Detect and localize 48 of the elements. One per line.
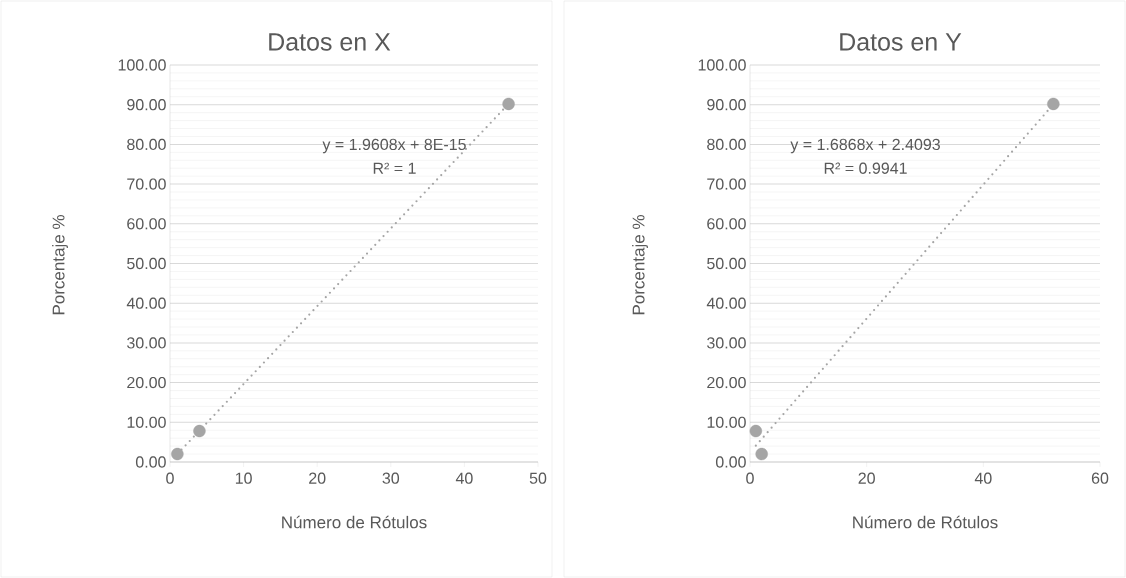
point bbox=[171, 447, 184, 461]
point bbox=[1047, 97, 1060, 111]
annotation: y = 1.6868x + 2.4093 bbox=[790, 138, 940, 154]
y-tick-label: 90.00 bbox=[707, 99, 746, 111]
y-axis-title: Porcentaje % bbox=[632, 215, 648, 315]
y-tick-label: 10.00 bbox=[707, 416, 746, 428]
y-tick-label: 0.00 bbox=[135, 456, 166, 468]
y-tick-label: 60.00 bbox=[707, 218, 746, 230]
y-tick-label: 100.00 bbox=[118, 59, 166, 71]
chart-title: Datos en Y bbox=[840, 33, 962, 51]
x-tick-label: 50 bbox=[529, 472, 547, 484]
y-tick-label: 70.00 bbox=[707, 178, 746, 190]
chart-title: Datos en X bbox=[269, 33, 391, 51]
y-tick-label: 80.00 bbox=[127, 138, 166, 151]
annotation: R² = 0.9941 bbox=[824, 162, 907, 174]
y-tick-label: 40.00 bbox=[706, 297, 746, 309]
y-tick-label: 0.00 bbox=[715, 456, 746, 468]
y-tick-label: 50.00 bbox=[707, 257, 746, 270]
point bbox=[502, 97, 515, 111]
x-tick-label: 40 bbox=[455, 472, 473, 484]
point bbox=[749, 424, 763, 438]
y-tick-label: 20.00 bbox=[127, 376, 166, 389]
x-tick-label: 0 bbox=[166, 472, 174, 484]
x-tick-label: 40 bbox=[974, 472, 992, 484]
y-tick-label: 20.00 bbox=[707, 376, 746, 389]
y-axis-title: Porcentaje % bbox=[52, 215, 68, 315]
y-tick-label: 60.00 bbox=[127, 218, 166, 230]
x-tick-label: 20 bbox=[309, 472, 326, 484]
point bbox=[193, 424, 206, 438]
y-tick-label: 80.00 bbox=[707, 138, 746, 151]
x-axis-title: Número de Rótulos bbox=[853, 515, 998, 529]
y-tick-label: 90.00 bbox=[127, 99, 166, 111]
y-tick-label: 40.00 bbox=[126, 297, 166, 309]
annotation: y = 1.9608x + 8E-15 bbox=[322, 138, 466, 154]
y-tick-label: 100.00 bbox=[698, 59, 746, 71]
annotation: R² = 1 bbox=[373, 162, 416, 174]
x-tick-label: 10 bbox=[235, 472, 252, 484]
y-tick-label: 50.00 bbox=[127, 257, 166, 270]
point bbox=[755, 447, 768, 461]
x-tick-label: 0 bbox=[746, 472, 754, 484]
x-tick-label: 30 bbox=[382, 472, 400, 484]
y-tick-label: 30.00 bbox=[127, 337, 166, 349]
y-tick-label: 30.00 bbox=[707, 337, 746, 349]
x-axis-title: Número de Rótulos bbox=[282, 515, 427, 529]
x-tick-label: 60 bbox=[1091, 472, 1109, 484]
y-tick-label: 70.00 bbox=[127, 178, 166, 190]
y-tick-label: 10.00 bbox=[127, 416, 166, 428]
x-tick-label: 20 bbox=[858, 472, 875, 484]
